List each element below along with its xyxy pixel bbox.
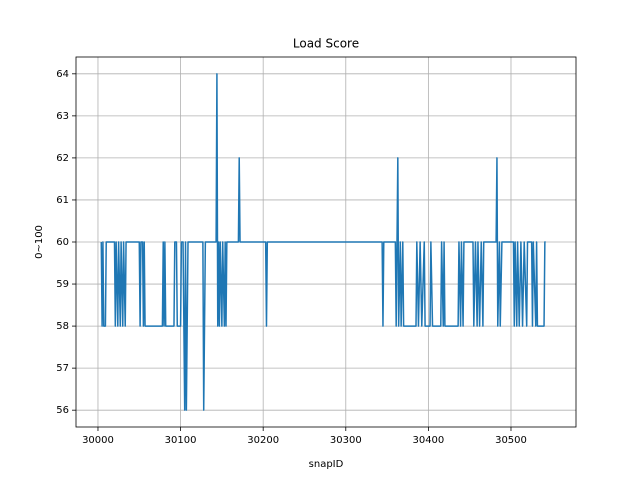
x-tick-label: 30000: [82, 435, 114, 446]
x-tick-label: 30400: [412, 435, 444, 446]
y-tick-label: 56: [56, 405, 69, 416]
plot: 30000 30100 30200 30300 30400 30500 56 57 58 59 60…: [56, 56, 577, 446]
y-tick-label: 60: [56, 237, 69, 248]
x-tick-label: 30300: [330, 435, 362, 446]
y-tick-label: 63: [56, 111, 69, 122]
y-tick-label: 59: [56, 279, 69, 290]
y-tick-label: 64: [56, 69, 69, 80]
x-tick-label: 30500: [495, 435, 527, 446]
y-tick-label: 62: [56, 153, 69, 164]
x-axis-label: snapID: [309, 459, 344, 470]
x-tick-label: 30100: [165, 435, 197, 446]
y-tick-label: 61: [56, 195, 69, 206]
data-line: [100, 73, 546, 411]
y-tick-label: 58: [56, 321, 69, 332]
plot-frame: [75, 56, 577, 428]
y-axis-label: 0~100: [34, 225, 45, 259]
x-tick-label: 30200: [247, 435, 279, 446]
chart-title: Load Score: [293, 37, 359, 51]
y-tick-label: 57: [56, 363, 69, 374]
